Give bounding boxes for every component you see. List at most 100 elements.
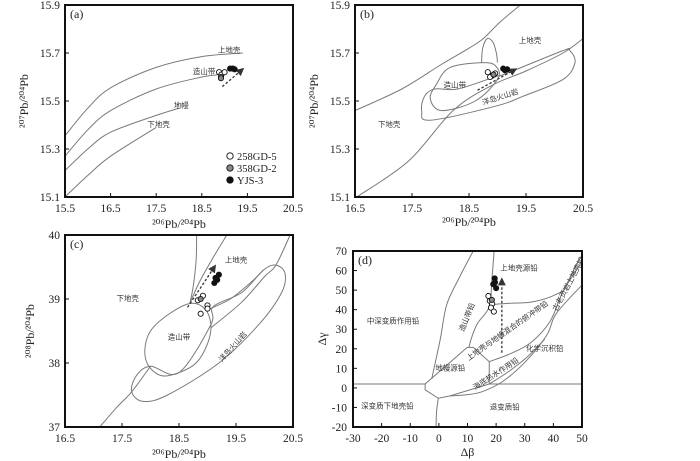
x-tick-label: 20 (490, 433, 502, 445)
data-point-358GD-2 (197, 295, 204, 303)
legend-entry: YJS-3 (237, 176, 263, 187)
x-tick-label: 18.5 (459, 203, 479, 215)
x-axis-title: ²⁰⁶Pb/²⁰⁴Pb (442, 215, 496, 229)
data-point-358GD-2 (217, 75, 225, 82)
x-tick-label: 19.5 (237, 203, 257, 215)
region-label: 上地壳 (218, 45, 241, 55)
y-tick-label: 70 (336, 246, 348, 258)
y-tick-label: -10 (332, 402, 348, 414)
y-tick-label: 15.7 (40, 48, 60, 60)
x-tick-label: 16.5 (345, 203, 365, 215)
x-tick-label: -30 (345, 433, 361, 445)
region-label: 造山带铅 (456, 301, 477, 333)
data-point-YJS-3 (501, 67, 508, 74)
y-tick-label: 60 (336, 266, 348, 278)
region-label: 上地壳 (225, 255, 248, 265)
curve-shale-upper (562, 254, 582, 292)
legend-marker-YJS-3 (226, 176, 234, 184)
legend-marker-258GD-5 (226, 152, 234, 160)
curve-orogen-left (431, 251, 474, 379)
data-point-258GD-5 (204, 305, 211, 312)
curve-bottom-vertical (435, 398, 439, 427)
y-tick-label: 40 (336, 305, 348, 317)
region-label: 中深变质作用铅 (367, 315, 420, 325)
y-axis-title: ²⁰⁸Pb/²⁰⁴Pb (23, 304, 37, 358)
data-point-358GD-2 (490, 71, 497, 78)
y-tick-label: 40 (49, 230, 61, 242)
y-tick-label: 15.5 (330, 96, 350, 108)
region-label: 洋岛火山岩 (216, 329, 249, 364)
x-tick-label: 19.5 (516, 203, 536, 215)
curve-lower-crust-boundary (356, 38, 583, 197)
curve-orogen (144, 302, 212, 377)
plot-frame (64, 234, 294, 428)
y-tick-label: 15.9 (330, 0, 350, 12)
data-point-258GD-5 (197, 310, 204, 317)
data-point-258GD-5 (484, 69, 491, 76)
region-label: 上地壳源铅 (500, 263, 538, 273)
curve-seafloor-upper (488, 338, 546, 385)
data-point-358GD-2 (488, 296, 495, 303)
curve-upper-crust (65, 52, 243, 137)
data-point-258GD-5 (221, 69, 228, 76)
curve-upper-lower-boundary (355, 5, 521, 112)
panel-label: (c) (70, 237, 83, 251)
y-axis-title: Δγ (315, 332, 329, 346)
region-label: 洋岛火山岩 (481, 86, 520, 107)
curve-orogen-bump (481, 37, 498, 63)
x-tick-label: 20.5 (283, 433, 303, 445)
region-label: 造山带 (444, 79, 467, 89)
legend-marker-358GD-2 (226, 164, 234, 172)
x-tick-label: 0 (436, 433, 442, 445)
x-tick-label: 19.5 (226, 433, 246, 445)
y-tick-label: 15.3 (330, 144, 350, 156)
data-point-YJS-3 (493, 285, 500, 292)
curve-orogen (65, 74, 221, 157)
curve-mantle (65, 107, 180, 171)
x-tick-label: 16.5 (101, 203, 121, 215)
y-tick-label: 0 (341, 383, 347, 395)
y-tick-label: -20 (332, 422, 348, 434)
curve-divider-right (189, 235, 228, 304)
curve-lower-crust (65, 126, 157, 197)
x-tick-label: 16.5 (55, 433, 75, 445)
y-axis-title: ²⁰⁷Pb/²⁰⁴Pb (17, 74, 31, 128)
y-tick-label: 15.5 (40, 96, 60, 108)
x-tick-label: 40 (548, 433, 560, 445)
x-tick-label: 50 (576, 433, 588, 445)
x-tick-label: 15.5 (55, 203, 75, 215)
y-tick-label: 30 (336, 324, 348, 336)
x-tick-label: 20.5 (573, 203, 593, 215)
data-point-YJS-3 (491, 279, 499, 286)
curve-seafloor-lower (450, 284, 582, 397)
region-label: 下地壳 (147, 119, 170, 129)
region-label: 下地壳 (378, 119, 401, 129)
curve-ocean-island-volcanics (420, 47, 576, 121)
y-tick-label: 50 (336, 285, 348, 297)
region-label: 化学沉积铅 (526, 343, 564, 353)
data-point-258GD-5 (490, 308, 497, 315)
y-tick-label: 10 (336, 363, 348, 375)
x-tick-label: -20 (374, 433, 390, 445)
curve-upper-crust-lower (489, 290, 564, 306)
x-axis-title: ²⁰⁶Pb/²⁰⁴Pb (152, 217, 206, 231)
x-tick-label: -10 (403, 433, 419, 445)
curve-ocean-island-volcanics (130, 264, 287, 403)
y-tick-label: 15.1 (330, 192, 350, 204)
x-tick-label: 20.5 (283, 203, 303, 215)
y-axis-title: ²⁰⁷Pb/²⁰⁴Pb (307, 74, 321, 128)
region-label: 地幔 (174, 100, 189, 110)
trend-arrow (187, 264, 217, 308)
data-point-YJS-3 (231, 66, 238, 73)
curve-diagonal-lower (99, 365, 151, 427)
y-tick-label: 20 (336, 344, 348, 356)
region-label: 退变质铅 (490, 401, 520, 411)
x-tick-label: 10 (462, 433, 474, 445)
